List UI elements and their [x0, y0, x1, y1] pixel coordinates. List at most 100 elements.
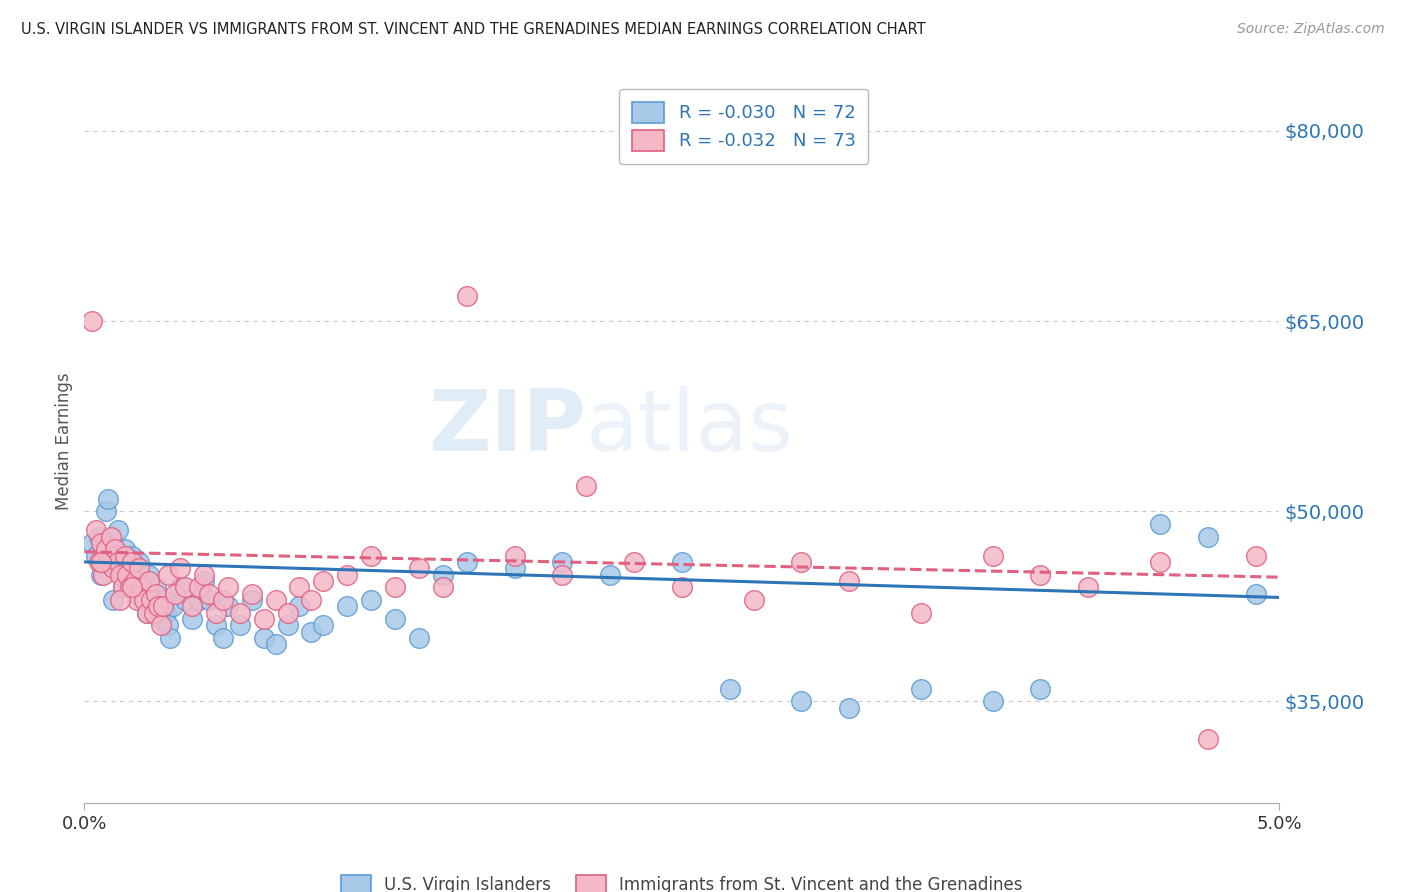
Text: U.S. VIRGIN ISLANDER VS IMMIGRANTS FROM ST. VINCENT AND THE GRENADINES MEDIAN EA: U.S. VIRGIN ISLANDER VS IMMIGRANTS FROM …	[21, 22, 925, 37]
Point	[101, 593, 124, 607]
Point	[240, 593, 263, 607]
Point	[197, 587, 219, 601]
Point	[981, 694, 1004, 708]
Point	[80, 314, 103, 328]
Text: ZIP: ZIP	[429, 385, 586, 468]
Point	[456, 289, 478, 303]
Text: atlas: atlas	[586, 385, 794, 468]
Point	[312, 574, 335, 588]
Point	[145, 580, 167, 594]
Point	[93, 542, 115, 557]
Point	[790, 694, 813, 708]
Point	[264, 637, 287, 651]
Point	[1149, 555, 1171, 569]
Point	[90, 536, 112, 550]
Point	[838, 574, 860, 588]
Point	[141, 593, 163, 607]
Point	[124, 574, 146, 588]
Point	[384, 580, 406, 594]
Point	[288, 599, 311, 614]
Point	[138, 574, 160, 588]
Point	[551, 555, 574, 569]
Point	[838, 700, 860, 714]
Point	[217, 599, 239, 614]
Point	[408, 631, 430, 645]
Point	[90, 555, 112, 569]
Point	[107, 555, 129, 569]
Point	[212, 593, 235, 607]
Point	[110, 555, 132, 569]
Point	[599, 567, 621, 582]
Point	[408, 561, 430, 575]
Point	[121, 580, 143, 594]
Point	[193, 574, 215, 588]
Point	[142, 599, 165, 614]
Point	[162, 599, 184, 614]
Point	[240, 587, 263, 601]
Point	[149, 612, 172, 626]
Point	[97, 491, 120, 506]
Point	[104, 542, 127, 557]
Point	[1077, 580, 1099, 594]
Point	[432, 580, 454, 594]
Point	[173, 580, 195, 594]
Point	[188, 580, 211, 594]
Point	[1197, 732, 1219, 747]
Point	[93, 567, 115, 582]
Point	[86, 549, 108, 563]
Point	[910, 606, 932, 620]
Point	[253, 631, 276, 645]
Point	[229, 606, 252, 620]
Point	[111, 580, 134, 594]
Point	[456, 555, 478, 569]
Point	[100, 530, 122, 544]
Point	[101, 561, 124, 575]
Point	[253, 612, 276, 626]
Point	[118, 574, 141, 588]
Point	[229, 618, 252, 632]
Point	[181, 599, 204, 614]
Point	[104, 561, 127, 575]
Point	[197, 593, 219, 607]
Point	[114, 542, 136, 557]
Point	[432, 567, 454, 582]
Point	[131, 580, 153, 594]
Point	[1029, 567, 1052, 582]
Point	[301, 593, 323, 607]
Point	[981, 549, 1004, 563]
Text: Source: ZipAtlas.com: Source: ZipAtlas.com	[1237, 22, 1385, 37]
Point	[718, 681, 741, 696]
Point	[157, 618, 180, 632]
Point	[110, 567, 132, 582]
Point	[1197, 530, 1219, 544]
Point	[1029, 681, 1052, 696]
Point	[152, 599, 174, 614]
Point	[101, 536, 124, 550]
Point	[217, 580, 239, 594]
Point	[503, 561, 526, 575]
Y-axis label: Median Earnings: Median Earnings	[55, 373, 73, 510]
Point	[100, 555, 122, 569]
Point	[312, 618, 335, 632]
Point	[97, 555, 120, 569]
Point	[128, 561, 150, 575]
Point	[1149, 516, 1171, 531]
Point	[94, 504, 117, 518]
Point	[86, 523, 108, 537]
Point	[118, 580, 141, 594]
Point	[360, 549, 382, 563]
Point	[110, 593, 132, 607]
Point	[124, 567, 146, 582]
Point	[142, 606, 165, 620]
Legend: U.S. Virgin Islanders, Immigrants from St. Vincent and the Grenadines: U.S. Virgin Islanders, Immigrants from S…	[328, 862, 1036, 892]
Point	[575, 479, 598, 493]
Point	[135, 606, 157, 620]
Point	[671, 580, 693, 594]
Point	[94, 542, 117, 557]
Point	[117, 567, 139, 582]
Point	[80, 536, 103, 550]
Point	[301, 624, 323, 639]
Point	[551, 567, 574, 582]
Point	[125, 593, 148, 607]
Point	[671, 555, 693, 569]
